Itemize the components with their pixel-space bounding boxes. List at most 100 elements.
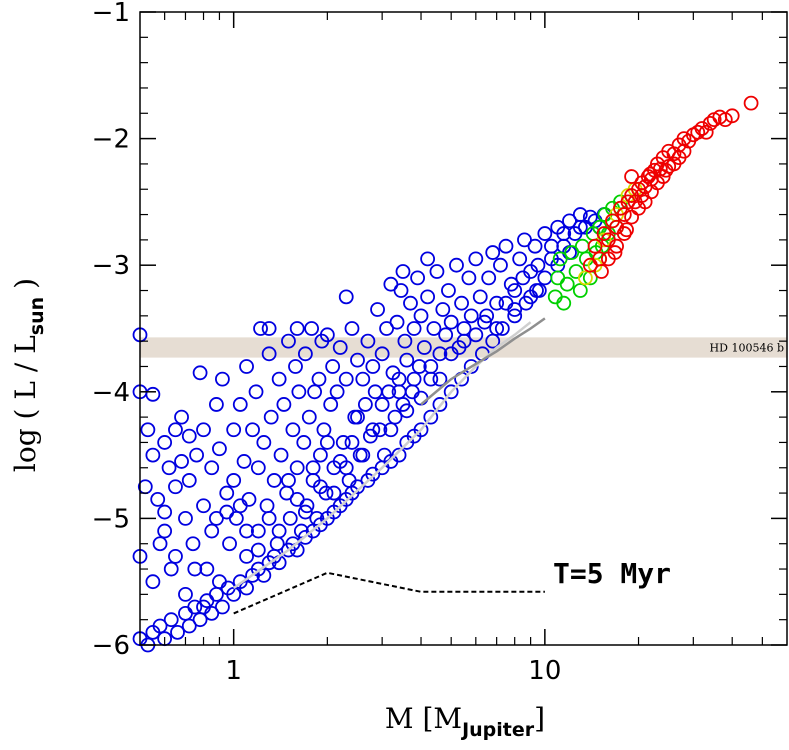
data-point — [582, 209, 598, 225]
data-point — [289, 321, 305, 336]
data-point — [208, 397, 224, 412]
data-point — [489, 321, 505, 336]
data-point — [420, 289, 436, 305]
data-point — [291, 384, 307, 400]
data-point — [282, 511, 298, 526]
data-point — [413, 390, 429, 406]
data-point — [523, 289, 539, 305]
data-point — [259, 498, 275, 514]
data-point — [219, 485, 235, 501]
data-point — [537, 270, 553, 286]
data-point — [157, 504, 173, 520]
data-point — [145, 574, 161, 590]
y-tick-label: −5 — [92, 504, 130, 534]
data-point — [517, 232, 532, 248]
y-axis-title-close: ) — [9, 278, 42, 289]
data-point — [406, 321, 422, 336]
data-point — [587, 238, 603, 254]
data-point — [192, 365, 208, 381]
data-point — [355, 447, 371, 463]
data-point — [250, 542, 266, 558]
data-point — [432, 397, 448, 412]
data-point — [463, 308, 479, 324]
data-point — [226, 422, 242, 438]
data-point — [365, 422, 381, 438]
data-point — [498, 238, 514, 254]
data-point — [426, 321, 442, 336]
data-point — [489, 295, 505, 311]
data-point — [507, 308, 523, 324]
data-point — [157, 435, 173, 450]
data-point — [250, 460, 266, 476]
data-point — [350, 352, 365, 368]
data-point — [250, 523, 266, 539]
x-axis-title-close: ] — [534, 702, 545, 735]
y-axis-title: log ( L / Lsun) — [9, 278, 48, 472]
data-point — [634, 188, 650, 203]
data-point — [387, 409, 403, 425]
data-point — [256, 435, 272, 450]
data-point — [313, 479, 328, 495]
data-point — [717, 112, 733, 128]
plot-frame — [139, 11, 788, 646]
data-point — [472, 289, 488, 305]
data-point — [481, 270, 497, 286]
data-point — [228, 511, 244, 526]
data-point — [443, 314, 459, 330]
data-point — [530, 257, 546, 273]
data-point — [304, 321, 320, 336]
data-point — [281, 333, 296, 349]
data-point — [619, 222, 634, 238]
data-point — [413, 422, 429, 438]
data-point — [443, 346, 459, 362]
data-point — [332, 340, 348, 355]
data-point — [367, 384, 383, 400]
data-point — [694, 121, 710, 136]
data-point — [410, 270, 426, 286]
data-point — [316, 422, 332, 438]
data-point — [423, 409, 439, 425]
data-point — [181, 428, 197, 444]
data-point — [355, 371, 371, 387]
data-point — [297, 504, 313, 520]
data-point — [559, 276, 575, 292]
data-point — [248, 384, 264, 400]
y-axis-title-sub: sun — [26, 297, 48, 335]
data-point — [253, 321, 268, 336]
data-point — [261, 346, 277, 362]
data-point — [319, 435, 335, 450]
data-point — [544, 238, 559, 254]
data-point — [338, 289, 354, 305]
data-point — [658, 162, 674, 178]
data-point — [335, 435, 351, 450]
data-point — [293, 523, 309, 539]
data-point — [374, 346, 390, 362]
data-point — [376, 447, 392, 463]
data-point — [344, 435, 360, 450]
data-point — [676, 143, 692, 159]
x-axis-title: M [MJupiter] — [385, 702, 545, 741]
data-point — [609, 238, 624, 254]
data-point — [189, 447, 204, 463]
data-point — [150, 492, 166, 507]
data-point — [432, 346, 448, 362]
data-point — [485, 245, 501, 260]
data-point — [461, 270, 477, 286]
data-point — [170, 624, 185, 640]
data-point — [325, 359, 341, 374]
data-point — [215, 371, 230, 387]
data-point — [438, 327, 454, 343]
data-point — [152, 536, 168, 552]
data-point — [276, 397, 292, 412]
data-point — [187, 599, 203, 615]
model-line — [420, 317, 546, 406]
data-point — [456, 333, 472, 349]
data-point — [512, 251, 528, 267]
data-point — [271, 371, 287, 387]
data-point — [204, 523, 220, 539]
data-point — [357, 397, 373, 412]
x-tick-label: 1 — [225, 656, 242, 686]
data-point — [208, 511, 224, 526]
data-point — [241, 492, 257, 507]
